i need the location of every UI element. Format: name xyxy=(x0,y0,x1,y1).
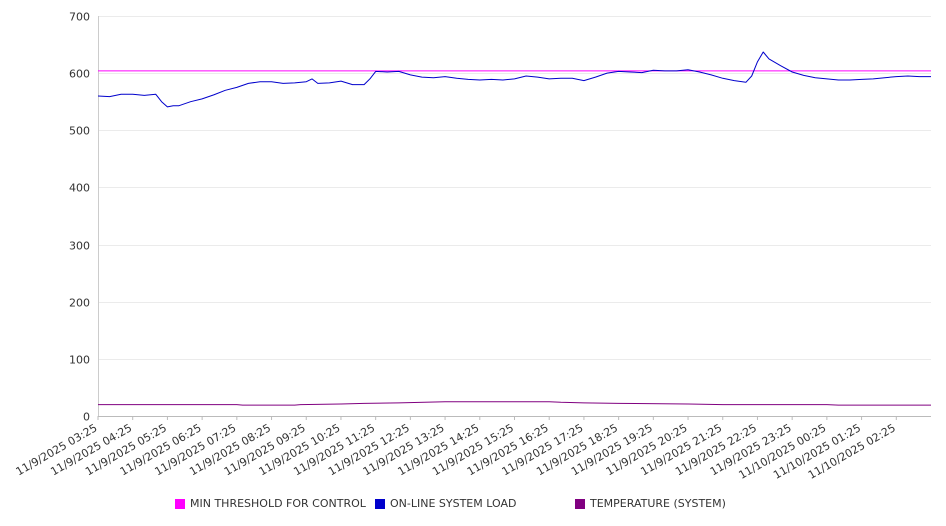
y-tick-label: 100 xyxy=(69,354,90,367)
legend-label-temperature: TEMPERATURE (SYSTEM) xyxy=(590,497,726,510)
legend-label-min-threshold: MIN THRESHOLD FOR CONTROL xyxy=(190,497,366,510)
y-tick-label: 300 xyxy=(69,240,90,253)
y-axis: 0 100 200 300 400 500 600 700 xyxy=(69,11,99,424)
legend-item-temperature[interactable]: TEMPERATURE (SYSTEM) xyxy=(575,497,726,510)
legend-label-system-load: ON-LINE SYSTEM LOAD xyxy=(390,497,517,510)
grid-lines xyxy=(98,16,931,360)
legend: MIN THRESHOLD FOR CONTROL ON-LINE SYSTEM… xyxy=(0,497,946,515)
y-tick-label: 200 xyxy=(69,297,90,310)
y-tick-label: 400 xyxy=(69,182,90,195)
series-line-temperature xyxy=(98,401,931,406)
series-lines xyxy=(97,51,931,406)
y-tick-label: 600 xyxy=(69,68,90,81)
legend-item-min-threshold[interactable]: MIN THRESHOLD FOR CONTROL xyxy=(175,497,366,510)
y-tick-label: 700 xyxy=(69,11,90,24)
legend-swatch-system-load xyxy=(375,498,385,509)
y-tick-label: 500 xyxy=(69,125,90,138)
legend-item-system-load[interactable]: ON-LINE SYSTEM LOAD xyxy=(375,497,516,510)
legend-swatch-min-threshold xyxy=(175,498,185,509)
y-tick-label: 0 xyxy=(83,411,90,424)
series-line-system-load xyxy=(97,51,931,108)
legend-swatch-temperature xyxy=(575,498,585,509)
